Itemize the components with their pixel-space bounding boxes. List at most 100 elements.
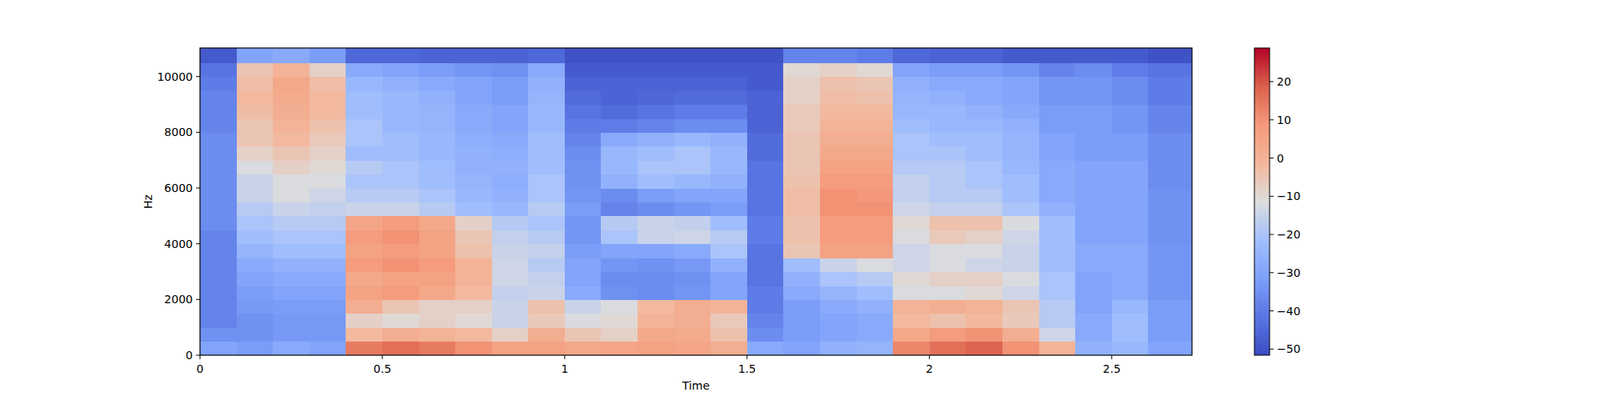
cell — [309, 313, 347, 328]
cell — [492, 132, 529, 147]
cell — [345, 272, 383, 287]
cell — [419, 118, 456, 133]
cell — [929, 76, 967, 92]
cell — [564, 341, 602, 356]
cell — [1002, 244, 1040, 259]
cell — [929, 244, 967, 259]
cell — [1148, 216, 1192, 231]
cell — [382, 174, 420, 189]
cell — [492, 201, 529, 216]
cell — [419, 244, 456, 259]
cell — [455, 48, 492, 64]
cell — [382, 48, 420, 64]
cell — [965, 341, 1003, 356]
cell — [1039, 132, 1076, 147]
y-axis-label: Hz — [141, 194, 155, 209]
cell — [1148, 244, 1192, 259]
cell — [419, 146, 456, 161]
cell — [1039, 160, 1076, 175]
cell — [272, 327, 310, 342]
cell — [309, 285, 347, 300]
cell — [747, 188, 784, 203]
cell — [820, 313, 857, 328]
cell — [1039, 201, 1076, 216]
cell — [382, 313, 420, 328]
cell — [747, 146, 784, 161]
colorbar-tick-label: 20 — [1276, 75, 1292, 88]
cell — [345, 160, 383, 175]
cell — [892, 174, 930, 189]
cell — [1112, 132, 1149, 147]
colorbar-tick-label: −10 — [1276, 189, 1301, 203]
cell — [965, 76, 1003, 92]
cell — [747, 118, 784, 133]
cell — [528, 201, 565, 216]
cell — [1112, 62, 1149, 77]
cell — [965, 160, 1003, 175]
cell — [856, 201, 894, 216]
cell — [419, 341, 456, 356]
cell — [1148, 48, 1192, 64]
cell — [382, 272, 420, 287]
cell — [1112, 188, 1149, 203]
cell — [710, 272, 748, 287]
cell — [455, 244, 492, 259]
cell — [564, 229, 602, 244]
cell — [382, 244, 420, 259]
cell — [1039, 244, 1076, 259]
cell — [1002, 104, 1040, 120]
cell — [783, 76, 820, 92]
y-tick-label: 8000 — [164, 125, 193, 139]
cell — [783, 229, 820, 244]
cell — [200, 76, 237, 92]
cell — [528, 229, 565, 244]
cell — [600, 132, 638, 147]
cell — [1148, 174, 1192, 189]
cell — [1148, 160, 1192, 175]
cell — [528, 104, 565, 120]
cell — [236, 62, 274, 77]
cell — [965, 229, 1003, 244]
cell — [455, 62, 492, 77]
cell — [272, 104, 310, 120]
cell — [1002, 229, 1040, 244]
cell — [892, 272, 930, 287]
cell — [345, 118, 383, 133]
cell — [892, 104, 930, 120]
cell — [965, 48, 1003, 64]
cell — [929, 272, 967, 287]
cell — [820, 216, 857, 231]
cell — [419, 90, 456, 105]
cell — [1112, 216, 1149, 231]
cell — [419, 313, 456, 328]
cell — [236, 188, 274, 203]
cell — [747, 104, 784, 120]
cell — [1039, 90, 1076, 105]
cell — [419, 299, 456, 314]
cell — [1112, 90, 1149, 105]
cell — [419, 104, 456, 120]
cell — [564, 299, 602, 314]
cell — [820, 62, 857, 77]
cell — [236, 146, 274, 161]
spectrogram — [200, 48, 1192, 356]
cell — [236, 299, 274, 314]
cell — [892, 48, 930, 64]
cell — [747, 229, 784, 244]
cell — [783, 146, 820, 161]
cell — [747, 313, 784, 328]
cell — [600, 285, 638, 300]
cell — [1075, 104, 1112, 120]
cell — [492, 341, 529, 356]
cell — [747, 257, 784, 272]
cell — [1075, 201, 1112, 216]
cell — [892, 341, 930, 356]
cell — [1075, 48, 1112, 64]
cell — [345, 62, 383, 77]
chart: 00.511.522.50200040006000800010000TimeHz… — [0, 0, 1600, 400]
cell — [710, 146, 748, 161]
cell — [1112, 146, 1149, 161]
cell — [747, 285, 784, 300]
cell — [345, 104, 383, 120]
cell — [965, 132, 1003, 147]
